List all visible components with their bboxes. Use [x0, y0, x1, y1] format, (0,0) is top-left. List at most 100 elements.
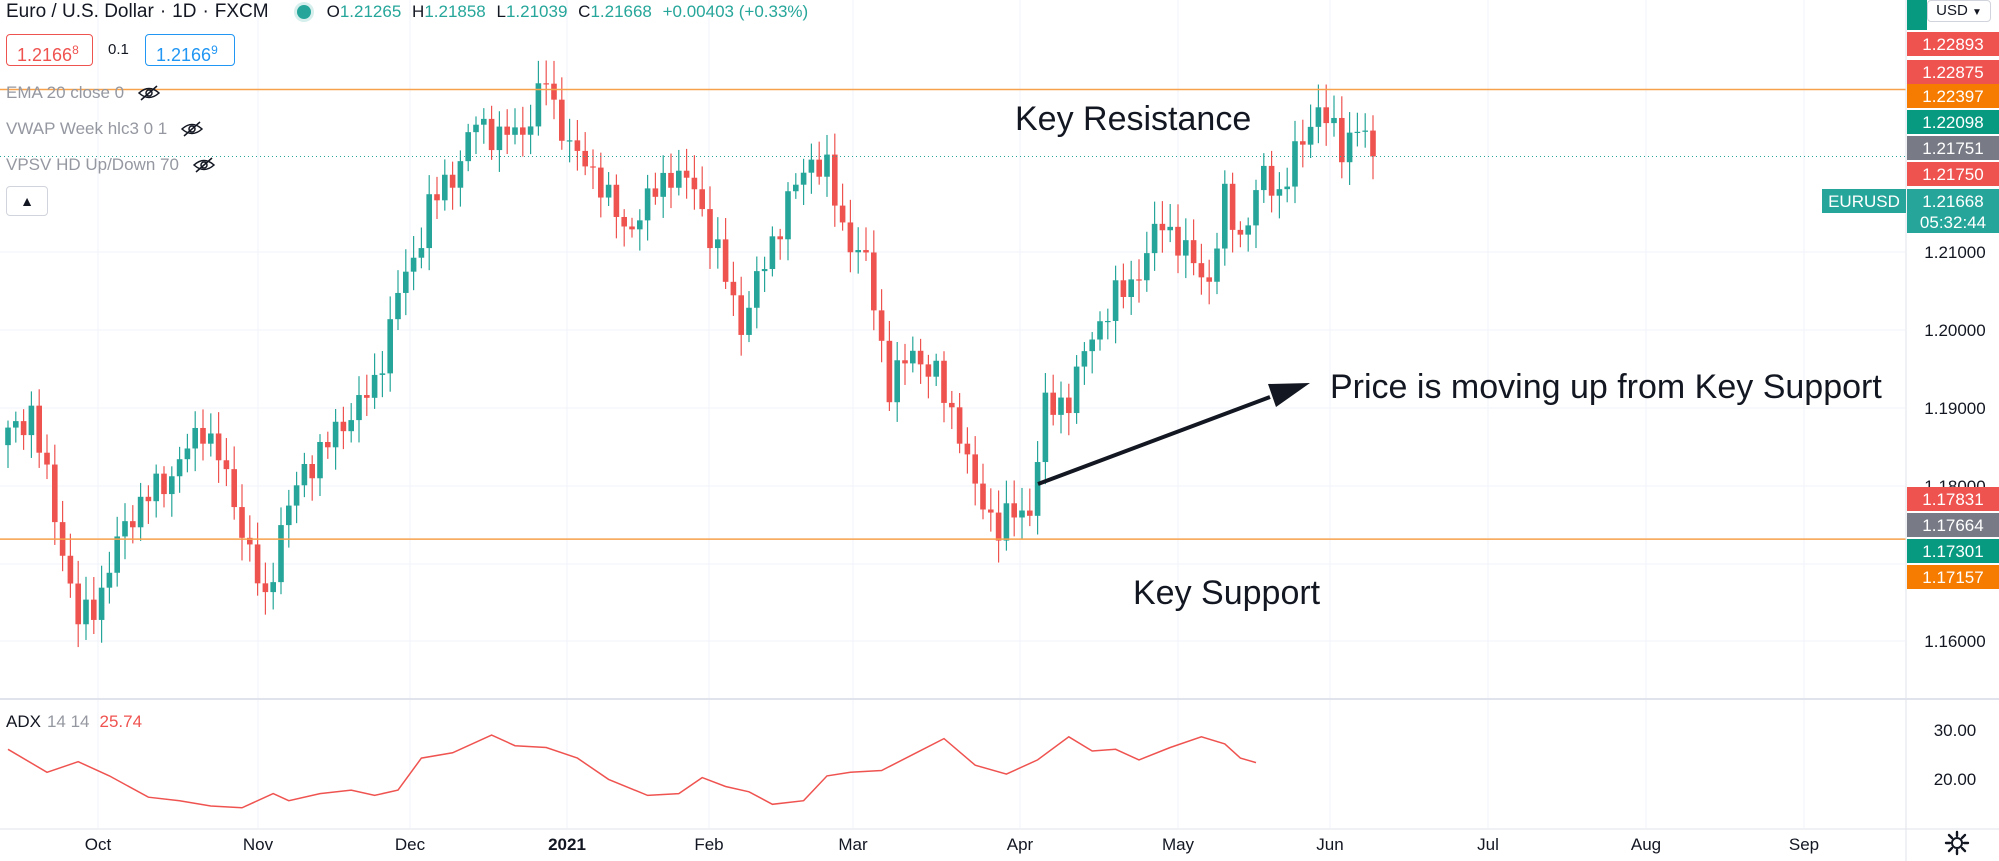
candle[interactable]: [1253, 179, 1259, 249]
candle[interactable]: [169, 466, 175, 517]
candle[interactable]: [839, 183, 846, 231]
candle[interactable]: [949, 390, 955, 430]
candle[interactable]: [910, 336, 916, 373]
candle[interactable]: [1237, 221, 1244, 248]
candle[interactable]: [746, 291, 752, 343]
candle[interactable]: [668, 153, 674, 209]
indicator-vpsv[interactable]: VPSV HD Up/Down 70: [6, 155, 215, 175]
candle[interactable]: [902, 343, 908, 385]
buy-button[interactable]: 1.21669: [145, 34, 235, 66]
candle[interactable]: [122, 503, 128, 560]
symbol-tag[interactable]: EURUSD: [1822, 189, 1906, 213]
candle[interactable]: [1144, 231, 1150, 292]
candle[interactable]: [878, 289, 885, 363]
candle[interactable]: [855, 227, 861, 274]
interval-label[interactable]: 1D: [172, 1, 197, 22]
candle[interactable]: [442, 159, 448, 211]
candle[interactable]: [1128, 260, 1134, 315]
candle[interactable]: [270, 562, 276, 610]
collapse-legend-button[interactable]: ▲: [6, 186, 48, 216]
candle[interactable]: [644, 174, 651, 241]
candle[interactable]: [1105, 308, 1111, 340]
eye-hidden-icon[interactable]: [192, 157, 215, 173]
candle[interactable]: [106, 551, 113, 604]
candle[interactable]: [582, 132, 588, 176]
candle[interactable]: [730, 261, 737, 317]
candle[interactable]: [145, 485, 152, 524]
candle[interactable]: [652, 172, 659, 205]
candle[interactable]: [925, 354, 932, 399]
candle[interactable]: [130, 505, 136, 544]
candle[interactable]: [1198, 243, 1205, 295]
candle[interactable]: [1206, 259, 1212, 305]
candle[interactable]: [660, 155, 666, 218]
candle[interactable]: [348, 403, 354, 443]
candle[interactable]: [1159, 201, 1166, 253]
candle[interactable]: [1276, 172, 1283, 219]
sell-button[interactable]: 1.21668: [6, 34, 93, 66]
candle[interactable]: [816, 141, 822, 185]
candle[interactable]: [1081, 342, 1088, 385]
candle[interactable]: [707, 186, 713, 269]
candle[interactable]: [886, 320, 893, 411]
candle[interactable]: [1292, 120, 1298, 204]
candle[interactable]: [1167, 204, 1173, 243]
candle[interactable]: [832, 133, 838, 227]
candle[interactable]: [1183, 218, 1189, 279]
candle[interactable]: [1027, 488, 1033, 527]
candle[interactable]: [1370, 115, 1376, 180]
indicator-vwap[interactable]: VWAP Week hlc3 0 1: [6, 119, 204, 139]
candle[interactable]: [504, 109, 510, 155]
candle[interactable]: [847, 199, 854, 273]
candle[interactable]: [535, 60, 542, 136]
candle[interactable]: [1331, 95, 1337, 137]
candle[interactable]: [800, 158, 807, 206]
candle[interactable]: [1112, 265, 1119, 344]
candle[interactable]: [278, 507, 284, 595]
candle[interactable]: [332, 409, 339, 470]
candle[interactable]: [1042, 373, 1049, 485]
candle[interactable]: [1089, 332, 1095, 374]
candle[interactable]: [1300, 119, 1306, 168]
candle[interactable]: [1175, 204, 1181, 274]
candle[interactable]: [980, 463, 986, 520]
candle[interactable]: [956, 393, 963, 454]
candle[interactable]: [1011, 480, 1017, 537]
candle[interactable]: [1339, 96, 1345, 179]
candle[interactable]: [28, 391, 35, 458]
candle[interactable]: [917, 338, 924, 384]
candle[interactable]: [605, 172, 612, 207]
candle[interactable]: [75, 560, 81, 648]
candle[interactable]: [44, 434, 50, 480]
candle[interactable]: [231, 446, 237, 520]
candle[interactable]: [808, 143, 815, 194]
candle[interactable]: [1019, 487, 1025, 540]
candle[interactable]: [192, 411, 198, 472]
candle[interactable]: [1307, 104, 1314, 159]
candle[interactable]: [98, 565, 105, 643]
candle[interactable]: [1315, 84, 1322, 144]
candle[interactable]: [527, 104, 534, 155]
candle[interactable]: [1323, 84, 1329, 146]
eye-hidden-icon[interactable]: [138, 85, 161, 101]
candle[interactable]: [520, 106, 526, 157]
candle[interactable]: [590, 149, 596, 190]
candle[interactable]: [559, 77, 565, 150]
candle[interactable]: [722, 218, 729, 289]
candle[interactable]: [613, 174, 620, 239]
candle[interactable]: [434, 176, 440, 220]
candle[interactable]: [286, 489, 292, 548]
candle[interactable]: [67, 533, 74, 598]
candle[interactable]: [325, 431, 331, 459]
candle[interactable]: [683, 148, 690, 199]
candle[interactable]: [1214, 232, 1220, 295]
candle[interactable]: [1346, 112, 1353, 185]
candle[interactable]: [621, 209, 627, 247]
candle[interactable]: [699, 166, 705, 217]
candle[interactable]: [1362, 113, 1368, 148]
candle[interactable]: [761, 256, 768, 292]
candle[interactable]: [364, 374, 370, 416]
candle[interactable]: [512, 108, 518, 145]
candle[interactable]: [1120, 263, 1127, 309]
